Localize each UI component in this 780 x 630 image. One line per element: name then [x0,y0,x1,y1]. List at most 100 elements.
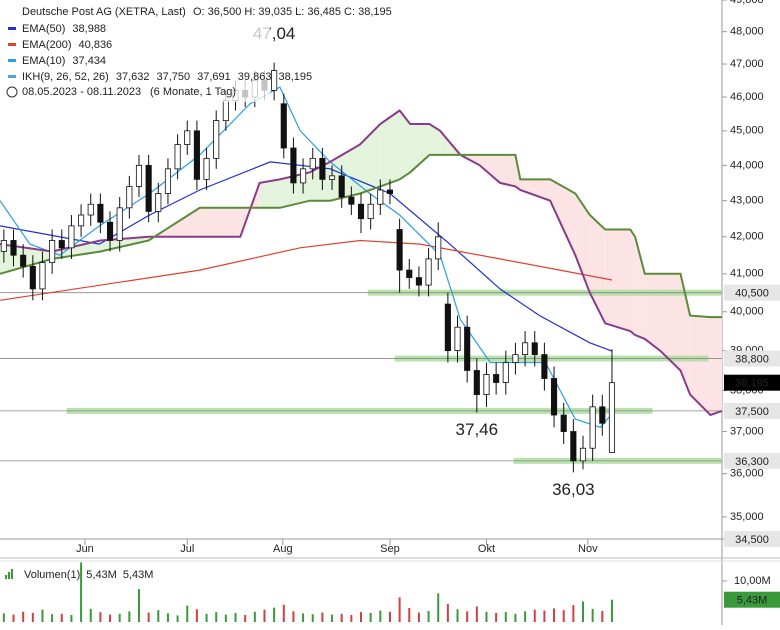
candle-body [58,240,65,249]
y-tick-label: 36,000 [730,468,764,480]
cloud-fill [550,179,576,256]
volume-icon [11,569,13,579]
candle-body [20,254,27,267]
volume-bar [398,597,401,622]
cloud-fill [259,179,280,208]
volume-bar [466,611,469,622]
chart-title: Deutsche Post AG (XETRA, Last) [22,6,186,18]
candle-body [164,168,172,194]
volume-bar [427,610,430,622]
volume-bar [263,609,266,622]
volume-bar [350,615,353,622]
candle-body [425,258,432,286]
volume-bar [591,608,594,622]
cloud-fill [710,317,722,416]
legend-name: EMA(200) [22,39,72,51]
volume-bar [234,612,237,622]
date-range: 08.05.2023 - 08.11.2023 [22,86,141,98]
candle-body [29,265,36,290]
legend: Deutsche Post AG (XETRA, Last) O: 36,500… [0,0,392,102]
volume-bar [70,615,73,622]
volume-bar [282,604,285,622]
legend-swatch [8,59,16,62]
volume-bar [408,608,411,622]
volume-bar [273,607,276,622]
candle-body [280,103,287,149]
price-label-box [724,531,780,547]
volume-bar [524,611,527,622]
price-label-box [724,452,780,469]
volume-bar [485,611,488,622]
volume-bar [553,608,556,622]
legend-value: 38,988 [72,23,106,35]
volume-bar [253,611,256,622]
volume-legend-value: 5,43M [123,569,154,581]
span-b-line [0,153,722,319]
candle-body [222,100,229,122]
volume-bar [292,611,295,622]
volume-bar [205,613,208,622]
volume-bar [157,610,160,622]
candle-body [0,240,7,252]
candle-body [483,374,490,396]
x-tick-label: Okt [478,543,495,555]
volume-name: Volumen(1) [24,569,80,581]
legend-swatch [8,75,16,78]
price-label: 40,500 [735,288,769,300]
volume-bar [109,614,112,622]
ema-line [0,161,613,352]
candle-body [357,203,365,220]
candle-body [300,168,307,184]
volume-bar [533,609,536,622]
candle-body [126,186,133,209]
candle-body [87,203,94,216]
candle-body [328,175,336,180]
cloud-fill [680,273,691,395]
candle-body [10,240,17,256]
candle-body [386,189,394,194]
y-tick-label: 49,000 [730,0,764,6]
candle-body [444,303,451,352]
annotation: 37,46 [456,420,499,439]
volume-bar [31,612,34,622]
volume-bar [360,612,362,622]
cloud-fill [520,179,551,201]
volume-bar [12,614,15,622]
candle-body [290,147,297,184]
volume-legend-value: 5,43M [86,569,117,581]
candle-body [502,362,509,383]
cloud-fill [635,236,645,339]
candle-body [213,120,220,159]
period: (6 Monate, 1 Tag) [150,86,236,98]
candle-body [145,164,152,212]
price-label-box [724,284,780,301]
x-tick-label: Jun [76,543,94,555]
legend-name: EMA(50) [22,23,65,35]
volume-bar [610,599,613,622]
volume-bar [446,603,449,622]
volume-bar [195,609,198,622]
candle-body [608,382,616,453]
volume-bar [572,605,575,622]
legend-swatch [8,43,16,46]
legend-bg [0,0,270,102]
candle-body [541,354,548,379]
candle-body [589,406,596,449]
candle-body [309,157,316,170]
candle-body [348,196,355,205]
candle-body [454,326,461,352]
candle-body [406,269,413,278]
x-tick-label: Nov [578,543,598,555]
cloud-fill [399,110,411,180]
cloud-fill [644,273,661,351]
volume-bar [128,611,131,622]
cloud-fill [479,154,500,183]
volume-bar [417,612,420,622]
x-tick-label: Jul [180,543,194,555]
clock-icon [6,86,18,98]
legend-value: 40,836 [79,39,113,51]
volume-bar [89,608,92,622]
volume-bar [186,605,189,622]
volume-icon [8,572,10,579]
